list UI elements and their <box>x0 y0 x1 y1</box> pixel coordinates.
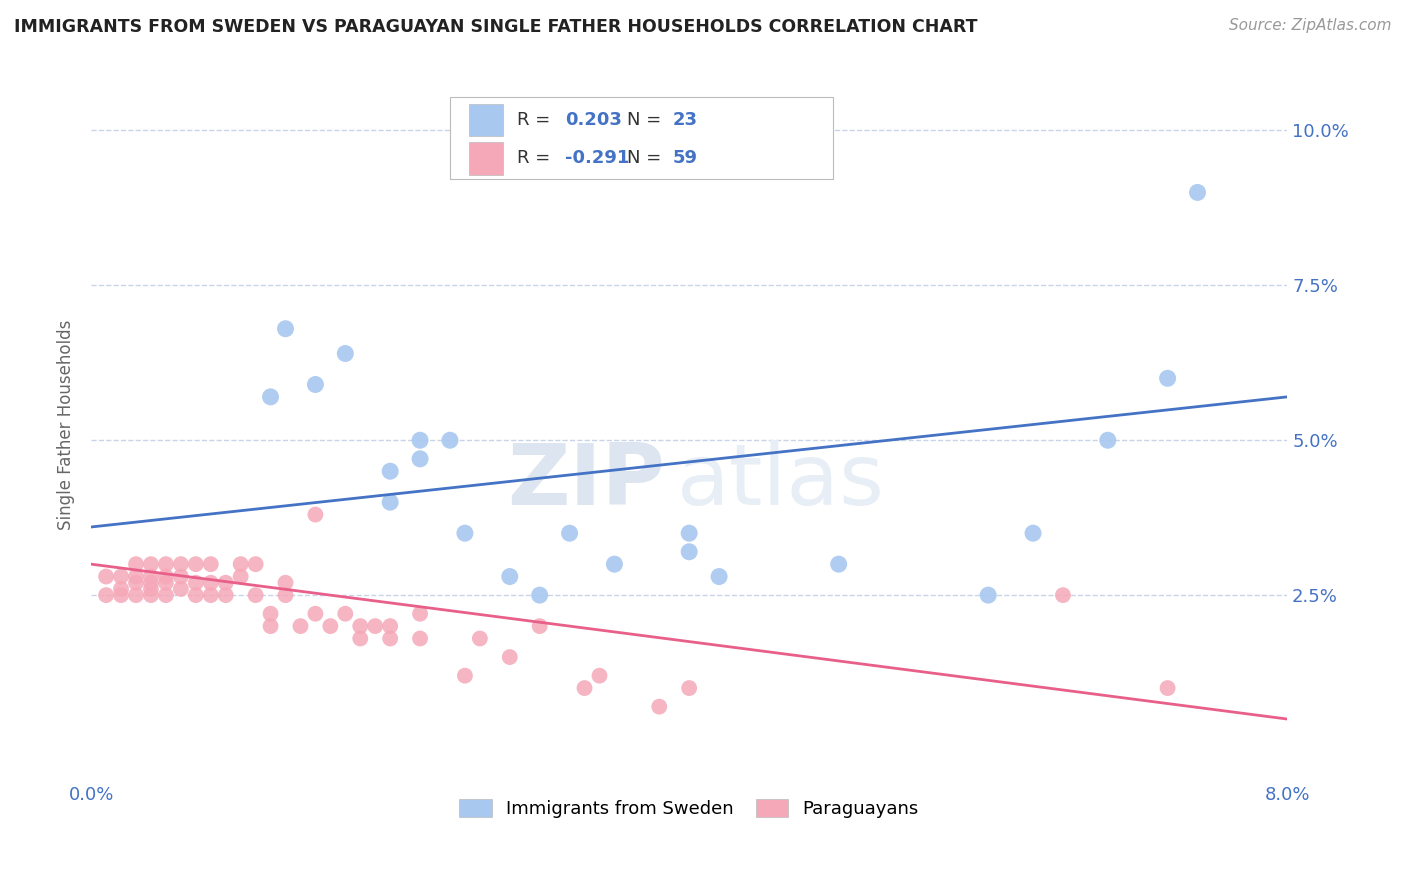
Point <box>499 650 522 665</box>
Point <box>603 557 626 571</box>
Point <box>170 557 193 571</box>
Point <box>184 588 207 602</box>
Point <box>259 619 281 633</box>
Point <box>1022 526 1045 541</box>
Point <box>648 699 671 714</box>
Point <box>529 588 551 602</box>
Text: IMMIGRANTS FROM SWEDEN VS PARAGUAYAN SINGLE FATHER HOUSEHOLDS CORRELATION CHART: IMMIGRANTS FROM SWEDEN VS PARAGUAYAN SIN… <box>14 18 977 36</box>
Point <box>259 390 281 404</box>
Text: R =: R = <box>517 111 555 129</box>
Text: 59: 59 <box>672 150 697 168</box>
Point <box>290 619 312 633</box>
Point <box>678 681 700 695</box>
FancyBboxPatch shape <box>470 143 502 175</box>
Point <box>155 588 177 602</box>
Point <box>380 632 402 646</box>
Point <box>274 588 297 602</box>
Point <box>274 322 297 336</box>
Point <box>380 464 402 478</box>
Y-axis label: Single Father Households: Single Father Households <box>58 319 75 530</box>
Point <box>1187 186 1209 200</box>
Point <box>409 451 432 466</box>
Point <box>588 668 610 682</box>
Point <box>349 632 371 646</box>
Point <box>409 632 432 646</box>
Point <box>245 588 267 602</box>
Point <box>110 588 132 602</box>
Point <box>499 569 522 583</box>
Point <box>215 575 238 590</box>
Point <box>529 619 551 633</box>
Point <box>558 526 581 541</box>
Point <box>380 495 402 509</box>
Text: atlas: atlas <box>678 441 886 524</box>
Text: Source: ZipAtlas.com: Source: ZipAtlas.com <box>1229 18 1392 33</box>
Point <box>139 588 162 602</box>
Point <box>184 557 207 571</box>
Point <box>125 588 148 602</box>
Point <box>678 545 700 559</box>
Point <box>319 619 342 633</box>
Point <box>349 619 371 633</box>
Point <box>215 588 238 602</box>
Point <box>828 557 851 571</box>
Point <box>110 582 132 596</box>
Legend: Immigrants from Sweden, Paraguayans: Immigrants from Sweden, Paraguayans <box>453 791 927 825</box>
Point <box>184 575 207 590</box>
Point <box>454 526 477 541</box>
Text: -0.291: -0.291 <box>565 150 628 168</box>
FancyBboxPatch shape <box>470 104 502 136</box>
Point <box>1097 434 1119 448</box>
Point <box>335 607 357 621</box>
Text: N =: N = <box>627 111 666 129</box>
FancyBboxPatch shape <box>450 97 832 179</box>
Point <box>1156 371 1178 385</box>
Point <box>364 619 387 633</box>
Point <box>110 569 132 583</box>
Point <box>200 557 222 571</box>
Point <box>94 588 117 602</box>
Text: R =: R = <box>517 150 555 168</box>
Point <box>155 575 177 590</box>
Point <box>125 557 148 571</box>
Point <box>439 434 461 448</box>
Point <box>229 557 252 571</box>
Point <box>274 575 297 590</box>
Point <box>170 582 193 596</box>
Point <box>200 588 222 602</box>
Point <box>1156 681 1178 695</box>
Point <box>574 681 596 695</box>
Point <box>94 569 117 583</box>
Point <box>977 588 1000 602</box>
Point <box>304 508 326 522</box>
Point <box>229 569 252 583</box>
Point <box>454 668 477 682</box>
Point <box>155 557 177 571</box>
Point <box>139 582 162 596</box>
Point <box>139 575 162 590</box>
Point <box>259 607 281 621</box>
Text: ZIP: ZIP <box>508 441 665 524</box>
Point <box>155 569 177 583</box>
Point <box>304 377 326 392</box>
Point <box>380 619 402 633</box>
Text: 23: 23 <box>672 111 697 129</box>
Point <box>200 575 222 590</box>
Point <box>335 346 357 360</box>
Point <box>678 526 700 541</box>
Point <box>1052 588 1074 602</box>
Text: 0.203: 0.203 <box>565 111 621 129</box>
Point <box>125 575 148 590</box>
Point <box>245 557 267 571</box>
Point <box>304 607 326 621</box>
Point <box>170 569 193 583</box>
Point <box>409 434 432 448</box>
Point <box>468 632 491 646</box>
Point <box>409 607 432 621</box>
Point <box>139 557 162 571</box>
Text: N =: N = <box>627 150 666 168</box>
Point <box>139 569 162 583</box>
Point <box>125 569 148 583</box>
Point <box>707 569 730 583</box>
